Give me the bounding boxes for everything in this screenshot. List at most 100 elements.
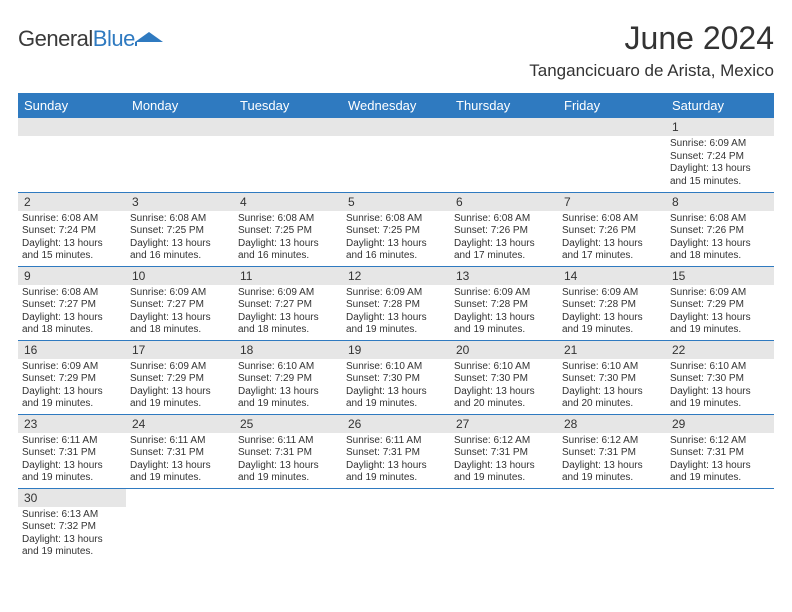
daylight-text-2: and 17 minutes. [454, 250, 554, 263]
day-number: 15 [666, 267, 774, 285]
title-block: June 2024 Tangancicuaro de Arista, Mexic… [529, 20, 774, 81]
day-number: 25 [234, 415, 342, 433]
logo: GeneralBlue [18, 26, 163, 52]
day-header: Saturday [666, 93, 774, 118]
calendar-cell: 16Sunrise: 6:09 AMSunset: 7:29 PMDayligh… [18, 340, 126, 414]
sunrise-text: Sunrise: 6:10 AM [562, 361, 662, 374]
day-details: Sunrise: 6:09 AMSunset: 7:29 PMDaylight:… [18, 359, 126, 413]
sunrise-text: Sunrise: 6:10 AM [346, 361, 446, 374]
sunset-text: Sunset: 7:31 PM [346, 447, 446, 460]
sunrise-text: Sunrise: 6:10 AM [670, 361, 770, 374]
daylight-text-1: Daylight: 13 hours [562, 460, 662, 473]
day-number: 13 [450, 267, 558, 285]
calendar-cell [558, 118, 666, 192]
daylight-text-1: Daylight: 13 hours [670, 238, 770, 251]
daylight-text-1: Daylight: 13 hours [22, 460, 122, 473]
day-details: Sunrise: 6:10 AMSunset: 7:30 PMDaylight:… [558, 359, 666, 413]
day-details: Sunrise: 6:12 AMSunset: 7:31 PMDaylight:… [558, 433, 666, 487]
calendar-week-row: 2Sunrise: 6:08 AMSunset: 7:24 PMDaylight… [18, 192, 774, 266]
sunset-text: Sunset: 7:26 PM [670, 225, 770, 238]
daylight-text-1: Daylight: 13 hours [670, 386, 770, 399]
sunset-text: Sunset: 7:29 PM [238, 373, 338, 386]
calendar-cell [18, 118, 126, 192]
day-details: Sunrise: 6:12 AMSunset: 7:31 PMDaylight:… [450, 433, 558, 487]
sunset-text: Sunset: 7:32 PM [22, 521, 122, 534]
sunset-text: Sunset: 7:26 PM [454, 225, 554, 238]
calendar-table: Sunday Monday Tuesday Wednesday Thursday… [18, 93, 774, 562]
daylight-text-2: and 18 minutes. [22, 324, 122, 337]
day-number: 5 [342, 193, 450, 211]
day-number: 11 [234, 267, 342, 285]
sunset-text: Sunset: 7:28 PM [454, 299, 554, 312]
daylight-text-1: Daylight: 13 hours [454, 386, 554, 399]
daylight-text-1: Daylight: 13 hours [238, 312, 338, 325]
calendar-week-row: 1Sunrise: 6:09 AMSunset: 7:24 PMDaylight… [18, 118, 774, 192]
daylight-text-1: Daylight: 13 hours [22, 238, 122, 251]
day-details: Sunrise: 6:09 AMSunset: 7:24 PMDaylight:… [666, 136, 774, 190]
sunset-text: Sunset: 7:31 PM [454, 447, 554, 460]
daylight-text-1: Daylight: 13 hours [238, 238, 338, 251]
day-number: 19 [342, 341, 450, 359]
sunset-text: Sunset: 7:31 PM [670, 447, 770, 460]
daylight-text-1: Daylight: 13 hours [130, 386, 230, 399]
sunrise-text: Sunrise: 6:09 AM [670, 287, 770, 300]
daylight-text-1: Daylight: 13 hours [346, 460, 446, 473]
daylight-text-1: Daylight: 13 hours [22, 386, 122, 399]
daylight-text-1: Daylight: 13 hours [130, 238, 230, 251]
sunrise-text: Sunrise: 6:08 AM [670, 213, 770, 226]
daylight-text-1: Daylight: 13 hours [238, 460, 338, 473]
sunrise-text: Sunrise: 6:09 AM [454, 287, 554, 300]
calendar-cell: 23Sunrise: 6:11 AMSunset: 7:31 PMDayligh… [18, 414, 126, 488]
sunrise-text: Sunrise: 6:09 AM [238, 287, 338, 300]
logo-word2: Blue [93, 26, 135, 51]
daylight-text-1: Daylight: 13 hours [454, 460, 554, 473]
daylight-text-2: and 16 minutes. [130, 250, 230, 263]
day-details: Sunrise: 6:10 AMSunset: 7:30 PMDaylight:… [450, 359, 558, 413]
sunset-text: Sunset: 7:24 PM [670, 151, 770, 164]
calendar-cell: 20Sunrise: 6:10 AMSunset: 7:30 PMDayligh… [450, 340, 558, 414]
day-details: Sunrise: 6:09 AMSunset: 7:27 PMDaylight:… [234, 285, 342, 339]
daylight-text-2: and 18 minutes. [130, 324, 230, 337]
sunrise-text: Sunrise: 6:08 AM [346, 213, 446, 226]
calendar-cell [234, 488, 342, 562]
day-number: 7 [558, 193, 666, 211]
day-number: 14 [558, 267, 666, 285]
sunset-text: Sunset: 7:30 PM [670, 373, 770, 386]
calendar-cell: 13Sunrise: 6:09 AMSunset: 7:28 PMDayligh… [450, 266, 558, 340]
daylight-text-2: and 19 minutes. [670, 324, 770, 337]
calendar-cell: 30Sunrise: 6:13 AMSunset: 7:32 PMDayligh… [18, 488, 126, 562]
sunset-text: Sunset: 7:30 PM [346, 373, 446, 386]
daylight-text-1: Daylight: 13 hours [22, 312, 122, 325]
daylight-text-2: and 19 minutes. [346, 472, 446, 485]
daylight-text-1: Daylight: 13 hours [562, 312, 662, 325]
daylight-text-2: and 19 minutes. [130, 472, 230, 485]
sunset-text: Sunset: 7:31 PM [22, 447, 122, 460]
daylight-text-2: and 19 minutes. [454, 324, 554, 337]
calendar-cell: 14Sunrise: 6:09 AMSunset: 7:28 PMDayligh… [558, 266, 666, 340]
day-details: Sunrise: 6:09 AMSunset: 7:29 PMDaylight:… [126, 359, 234, 413]
day-number: 29 [666, 415, 774, 433]
empty-day-strip [558, 118, 666, 136]
sunset-text: Sunset: 7:31 PM [238, 447, 338, 460]
daylight-text-1: Daylight: 13 hours [670, 460, 770, 473]
calendar-cell: 7Sunrise: 6:08 AMSunset: 7:26 PMDaylight… [558, 192, 666, 266]
day-header: Sunday [18, 93, 126, 118]
sunrise-text: Sunrise: 6:10 AM [454, 361, 554, 374]
day-details: Sunrise: 6:08 AMSunset: 7:26 PMDaylight:… [666, 211, 774, 265]
day-details: Sunrise: 6:08 AMSunset: 7:25 PMDaylight:… [234, 211, 342, 265]
sunset-text: Sunset: 7:28 PM [562, 299, 662, 312]
sunrise-text: Sunrise: 6:12 AM [562, 435, 662, 448]
sunrise-text: Sunrise: 6:08 AM [22, 287, 122, 300]
empty-day-strip [234, 118, 342, 136]
sunset-text: Sunset: 7:26 PM [562, 225, 662, 238]
day-number: 8 [666, 193, 774, 211]
sunset-text: Sunset: 7:27 PM [22, 299, 122, 312]
daylight-text-2: and 19 minutes. [22, 398, 122, 411]
calendar-cell: 12Sunrise: 6:09 AMSunset: 7:28 PMDayligh… [342, 266, 450, 340]
day-details: Sunrise: 6:09 AMSunset: 7:28 PMDaylight:… [450, 285, 558, 339]
day-number: 12 [342, 267, 450, 285]
day-header: Monday [126, 93, 234, 118]
day-details: Sunrise: 6:12 AMSunset: 7:31 PMDaylight:… [666, 433, 774, 487]
calendar-week-row: 30Sunrise: 6:13 AMSunset: 7:32 PMDayligh… [18, 488, 774, 562]
day-number: 27 [450, 415, 558, 433]
